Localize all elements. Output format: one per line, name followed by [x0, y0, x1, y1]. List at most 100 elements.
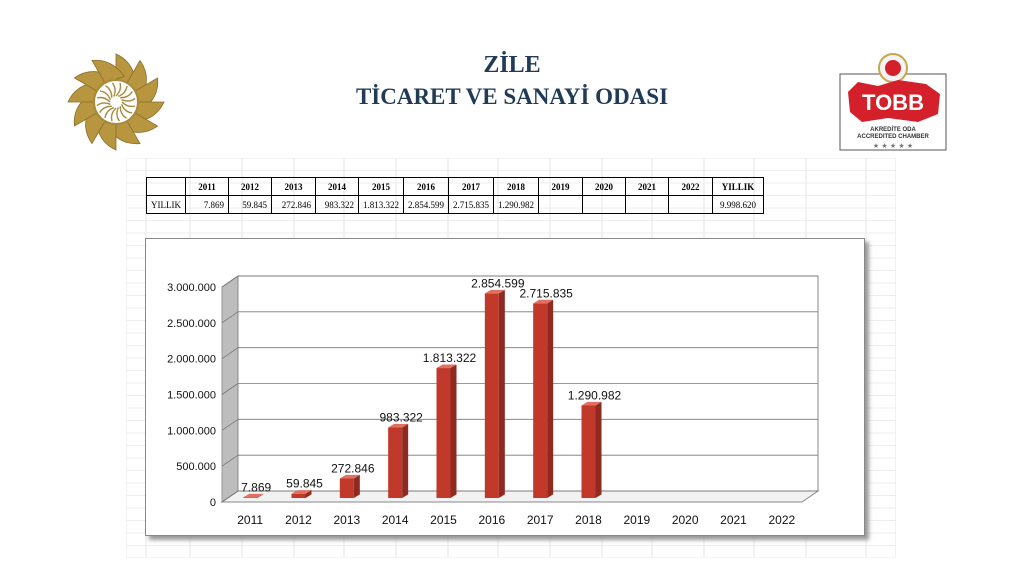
table-header-cell: YILLIK — [712, 177, 764, 196]
bar-top — [243, 493, 264, 498]
tobb-logo: TOBB AKREDİTE ODA ACCREDITED CHAMBER ★ ★… — [839, 53, 947, 151]
data-label: 2.715.835 — [519, 286, 573, 300]
table-cell: 59.845 — [228, 195, 272, 214]
bar-top — [533, 299, 554, 304]
x-tick-label: 2017 — [527, 513, 554, 527]
emblem-spoke — [118, 85, 128, 98]
table-header-row: 2011 2012 2013 2014 2015 2016 2017 2018 2019 2020… — [146, 177, 764, 196]
bar-side — [353, 474, 360, 498]
emblem-spoke — [120, 91, 133, 99]
bar-chart: 0 500.000 1.000.000 1.500.000 2.000.000 2.500… — [145, 238, 865, 536]
emblem-petal — [91, 59, 125, 84]
y-tick-label: 2.500.000 — [167, 318, 216, 330]
bar-top — [436, 364, 457, 369]
emblem-spoke — [121, 97, 136, 102]
bar-side — [498, 289, 505, 498]
emblem-spoke — [105, 85, 113, 98]
table-header-cell: 2022 — [668, 177, 713, 196]
bar-2017 — [533, 299, 554, 498]
bar-front — [533, 303, 548, 498]
emblem-spoke — [121, 101, 136, 108]
bar-top — [339, 474, 360, 479]
chart-gridline-side — [221, 419, 239, 431]
x-tick-label: 2011 — [237, 513, 263, 527]
bar-front — [436, 368, 451, 498]
emblem-spoke — [120, 104, 133, 114]
bar-front — [581, 405, 596, 498]
table-cell — [625, 195, 669, 214]
x-tick-label: 2015 — [430, 513, 457, 527]
bar-top — [291, 490, 312, 494]
table-cell: 2.715.835 — [448, 195, 494, 214]
table-cell: 272.846 — [271, 195, 316, 214]
bar-side — [305, 490, 312, 498]
data-label: 272.846 — [331, 461, 375, 475]
table-header-cell: 2020 — [582, 177, 626, 196]
x-tick-label: 2019 — [623, 513, 650, 527]
emblem-spoke — [96, 102, 111, 107]
table-header-cell: 2018 — [493, 177, 539, 196]
tobb-subtitle-1: AKREDİTE ODA — [870, 126, 916, 133]
emblem-spoke — [110, 107, 117, 122]
table-header-cell: 2012 — [228, 177, 272, 196]
data-label: 59.845 — [286, 477, 323, 491]
chart-svg: 0 500.000 1.000.000 1.500.000 2.000.000 2.500… — [167, 275, 820, 527]
table-cell: 7.869 — [185, 195, 229, 214]
y-tick-label: 1.500.000 — [167, 390, 216, 402]
tobb-subtitle-2: ACCREDITED CHAMBER — [857, 134, 929, 140]
bar-side — [595, 401, 602, 498]
bar-side — [257, 493, 264, 498]
table-cell — [538, 195, 583, 214]
table-cell — [582, 195, 626, 214]
emblem-spoke — [104, 106, 114, 119]
data-label: 7.869 — [241, 480, 271, 494]
data-label: 1.813.322 — [423, 351, 477, 365]
emblem-spoke — [111, 82, 116, 97]
emblem-spoke — [99, 90, 112, 100]
data-label: 1.290.982 — [568, 388, 622, 402]
bar-top — [484, 289, 505, 294]
x-tick-label: 2012 — [285, 513, 312, 527]
bar-2013 — [339, 474, 360, 498]
bar-side — [450, 364, 457, 498]
chart-gridline-side — [221, 347, 239, 359]
table-header-cell: 2014 — [315, 177, 359, 196]
tobb-stars: ★ ★ ★ ★ ★ — [873, 142, 913, 150]
table-header-cell: 2017 — [448, 177, 494, 196]
chamber-emblem-logo — [67, 53, 165, 151]
y-tick-label: 3.000.000 — [167, 282, 216, 294]
y-tick-label: 500.000 — [176, 461, 216, 473]
chart-gridline-side — [221, 311, 239, 324]
bar-2015 — [436, 364, 457, 498]
table-row-label: YILLIK — [146, 195, 186, 214]
y-tick-label: 0 — [210, 497, 216, 509]
x-tick-label: 2014 — [382, 513, 409, 527]
emblem-spoke — [99, 105, 112, 113]
bar-2014 — [388, 423, 409, 498]
x-tick-label: 2013 — [333, 513, 360, 527]
x-tick-label: 2021 — [720, 513, 747, 527]
page-title-line1: ZİLE — [483, 52, 541, 78]
bar-2016 — [484, 289, 505, 498]
table-header-cell — [146, 177, 186, 196]
bar-front — [243, 497, 258, 498]
bar-front — [388, 427, 403, 498]
bar-front — [484, 293, 499, 498]
table-header-cell: 2015 — [358, 177, 404, 196]
table-cell: 1.290.982 — [493, 195, 539, 214]
chart-gridline-side — [221, 490, 239, 503]
bar-top — [581, 401, 602, 406]
table-cell: 2.854.599 — [403, 195, 449, 214]
emblem-spoke — [116, 107, 121, 122]
table-header-cell: 2016 — [403, 177, 449, 196]
table-cell — [668, 195, 713, 214]
table-header-cell: 2013 — [271, 177, 316, 196]
bar-side — [402, 423, 409, 498]
bar-2012 — [291, 490, 312, 498]
page-title-line2: TİCARET VE SANAYİ ODASI — [355, 84, 669, 109]
bar-front — [339, 478, 354, 498]
chart-gridline-side — [221, 275, 239, 288]
y-tick-label: 2.000.000 — [167, 354, 216, 366]
table-cell: 983.322 — [315, 195, 359, 214]
bar-front — [291, 493, 306, 498]
